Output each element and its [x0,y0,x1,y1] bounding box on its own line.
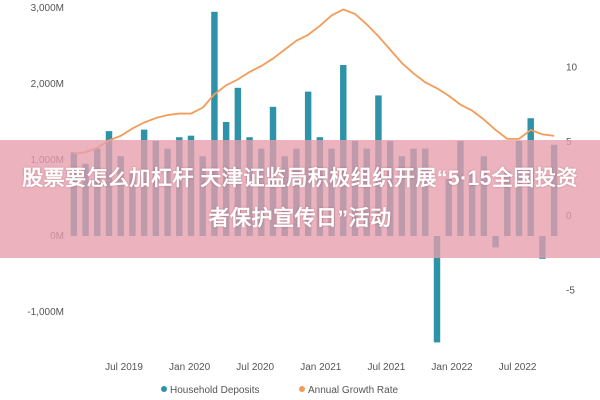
legend-label-household-deposits: Household Deposits [170,385,260,396]
headline-banner: 股票要怎么加杠杆 天津证监局积极组织开展“5·15全国投资者保护宣传日”活动 [0,140,600,258]
legend: Household Deposits Annual Growth Rate [161,385,398,396]
right-tick-label: 10 [566,62,578,73]
x-tick-label: Jul 2019 [105,362,143,373]
legend-marker-annual-growth-rate [299,386,305,392]
x-axis: Jul 2019 Jan 2020 Jul 2020 Jan 2021 Jul 2021… [105,362,537,373]
deposit-bar [211,11,218,236]
x-tick-label: Jul 2020 [236,362,274,373]
legend-marker-household-deposits [161,386,167,392]
x-tick-label: Jul 2021 [367,362,405,373]
left-tick-label: 3,000M [31,3,64,14]
right-tick-label: -5 [566,286,575,297]
x-tick-label: Jul 2022 [499,362,537,373]
left-tick-label: 2,000M [31,79,64,90]
headline-text: 股票要怎么加杠杆 天津证监局积极组织开展“5·15全国投资者保护宣传日”活动 [22,167,578,230]
x-tick-label: Jan 2022 [431,362,473,373]
growth-rate-line [73,8,555,155]
legend-label-annual-growth-rate: Annual Growth Rate [308,385,398,396]
x-tick-label: Jan 2021 [300,362,342,373]
x-tick-label: Jan 2020 [169,362,211,373]
annual-growth-rate-series [73,8,555,155]
deposit-bar [433,236,441,343]
left-tick-label: -1,000M [27,307,64,318]
